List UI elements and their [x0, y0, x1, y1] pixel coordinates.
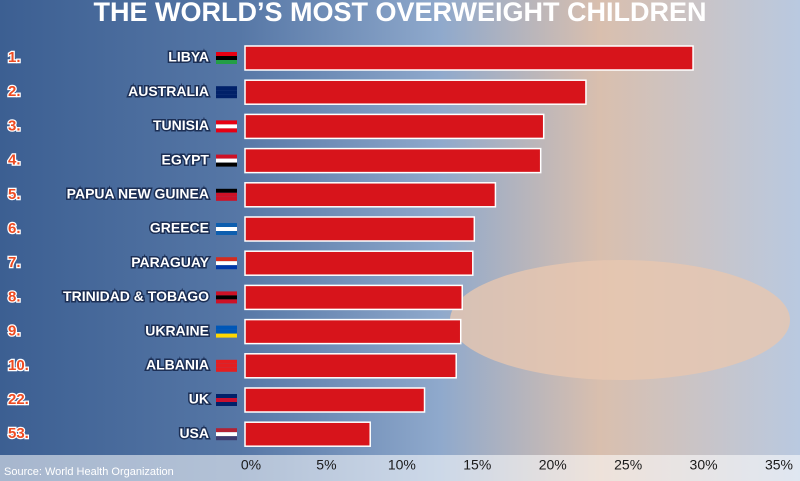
rank: 53. [8, 425, 29, 442]
rank: 2. [8, 83, 21, 100]
flag [216, 325, 237, 330]
rank: 22. [8, 391, 29, 408]
bar [244, 387, 426, 413]
rank: 1. [8, 49, 21, 66]
x-tick-label: 15% [463, 457, 491, 473]
bar [244, 79, 587, 105]
bar [244, 216, 476, 242]
flag [216, 90, 237, 95]
flag [216, 261, 237, 266]
flag [216, 120, 237, 125]
source: Source: World Health Organization [4, 466, 174, 478]
category-label: GREECE [150, 220, 209, 236]
flag [216, 333, 237, 338]
flag [216, 394, 237, 398]
flag [216, 227, 237, 231]
flag [216, 436, 237, 441]
flag [216, 398, 237, 402]
flag [216, 363, 237, 368]
rank: 9. [8, 323, 21, 340]
category-label: UK [189, 391, 209, 407]
bar [244, 284, 463, 311]
category-label: USA [179, 425, 209, 441]
category-label: PARAGUAY [131, 254, 209, 270]
bar [244, 147, 542, 174]
flag [216, 367, 237, 372]
flag [216, 257, 237, 262]
category-label: TRINIDAD & TOBAGO [63, 288, 209, 304]
rank: 7. [8, 254, 21, 271]
flag [216, 128, 237, 133]
rank: 3. [8, 117, 21, 134]
flag [216, 124, 237, 129]
flag [216, 299, 237, 304]
category-label: EGYPT [162, 151, 210, 167]
rank: 10. [8, 357, 29, 374]
flag [216, 291, 237, 296]
bar [244, 353, 457, 379]
flag [216, 359, 237, 364]
flag [216, 432, 237, 437]
x-tick-label: 10% [388, 457, 416, 473]
flag [216, 223, 237, 227]
flag [216, 295, 237, 300]
x-tick-label: 20% [539, 457, 567, 473]
x-tick-label: 5% [316, 457, 336, 473]
x-tick-label: 25% [614, 457, 642, 473]
flag [216, 428, 237, 433]
flag [216, 329, 237, 334]
flag [216, 60, 237, 64]
flag [216, 231, 237, 235]
rank: 4. [8, 152, 21, 169]
bar [244, 182, 497, 208]
bar [244, 113, 545, 140]
bar [244, 45, 694, 71]
bar [244, 421, 371, 447]
flag [216, 56, 237, 60]
rank: 6. [8, 220, 21, 237]
flag [216, 154, 237, 159]
x-tick-label: 35% [765, 457, 793, 473]
bar [244, 250, 474, 276]
flag [216, 188, 237, 193]
category-label: UKRAINE [145, 322, 209, 338]
photo-shape [450, 260, 790, 380]
flag [216, 94, 237, 99]
chart-title: THE WORLD’S MOST OVERWEIGHT CHILDREN [94, 0, 707, 27]
bar [244, 318, 462, 345]
axis-band [0, 455, 800, 481]
flag [216, 196, 237, 201]
flag [216, 402, 237, 406]
category-label: AUSTRALIA [128, 83, 209, 99]
rank: 5. [8, 186, 21, 203]
x-tick-label: 30% [690, 457, 718, 473]
flag [216, 265, 237, 270]
category-label: PAPUA NEW GUINEA [67, 186, 209, 202]
category-label: ALBANIA [146, 357, 209, 373]
flag [216, 86, 237, 91]
flag [216, 52, 237, 56]
rank: 8. [8, 288, 21, 305]
x-tick-label: 0% [241, 457, 261, 473]
category-label: TUNISIA [153, 117, 209, 133]
flag [216, 192, 237, 197]
flag [216, 158, 237, 163]
flag [216, 162, 237, 167]
category-label: LIBYA [168, 49, 209, 65]
